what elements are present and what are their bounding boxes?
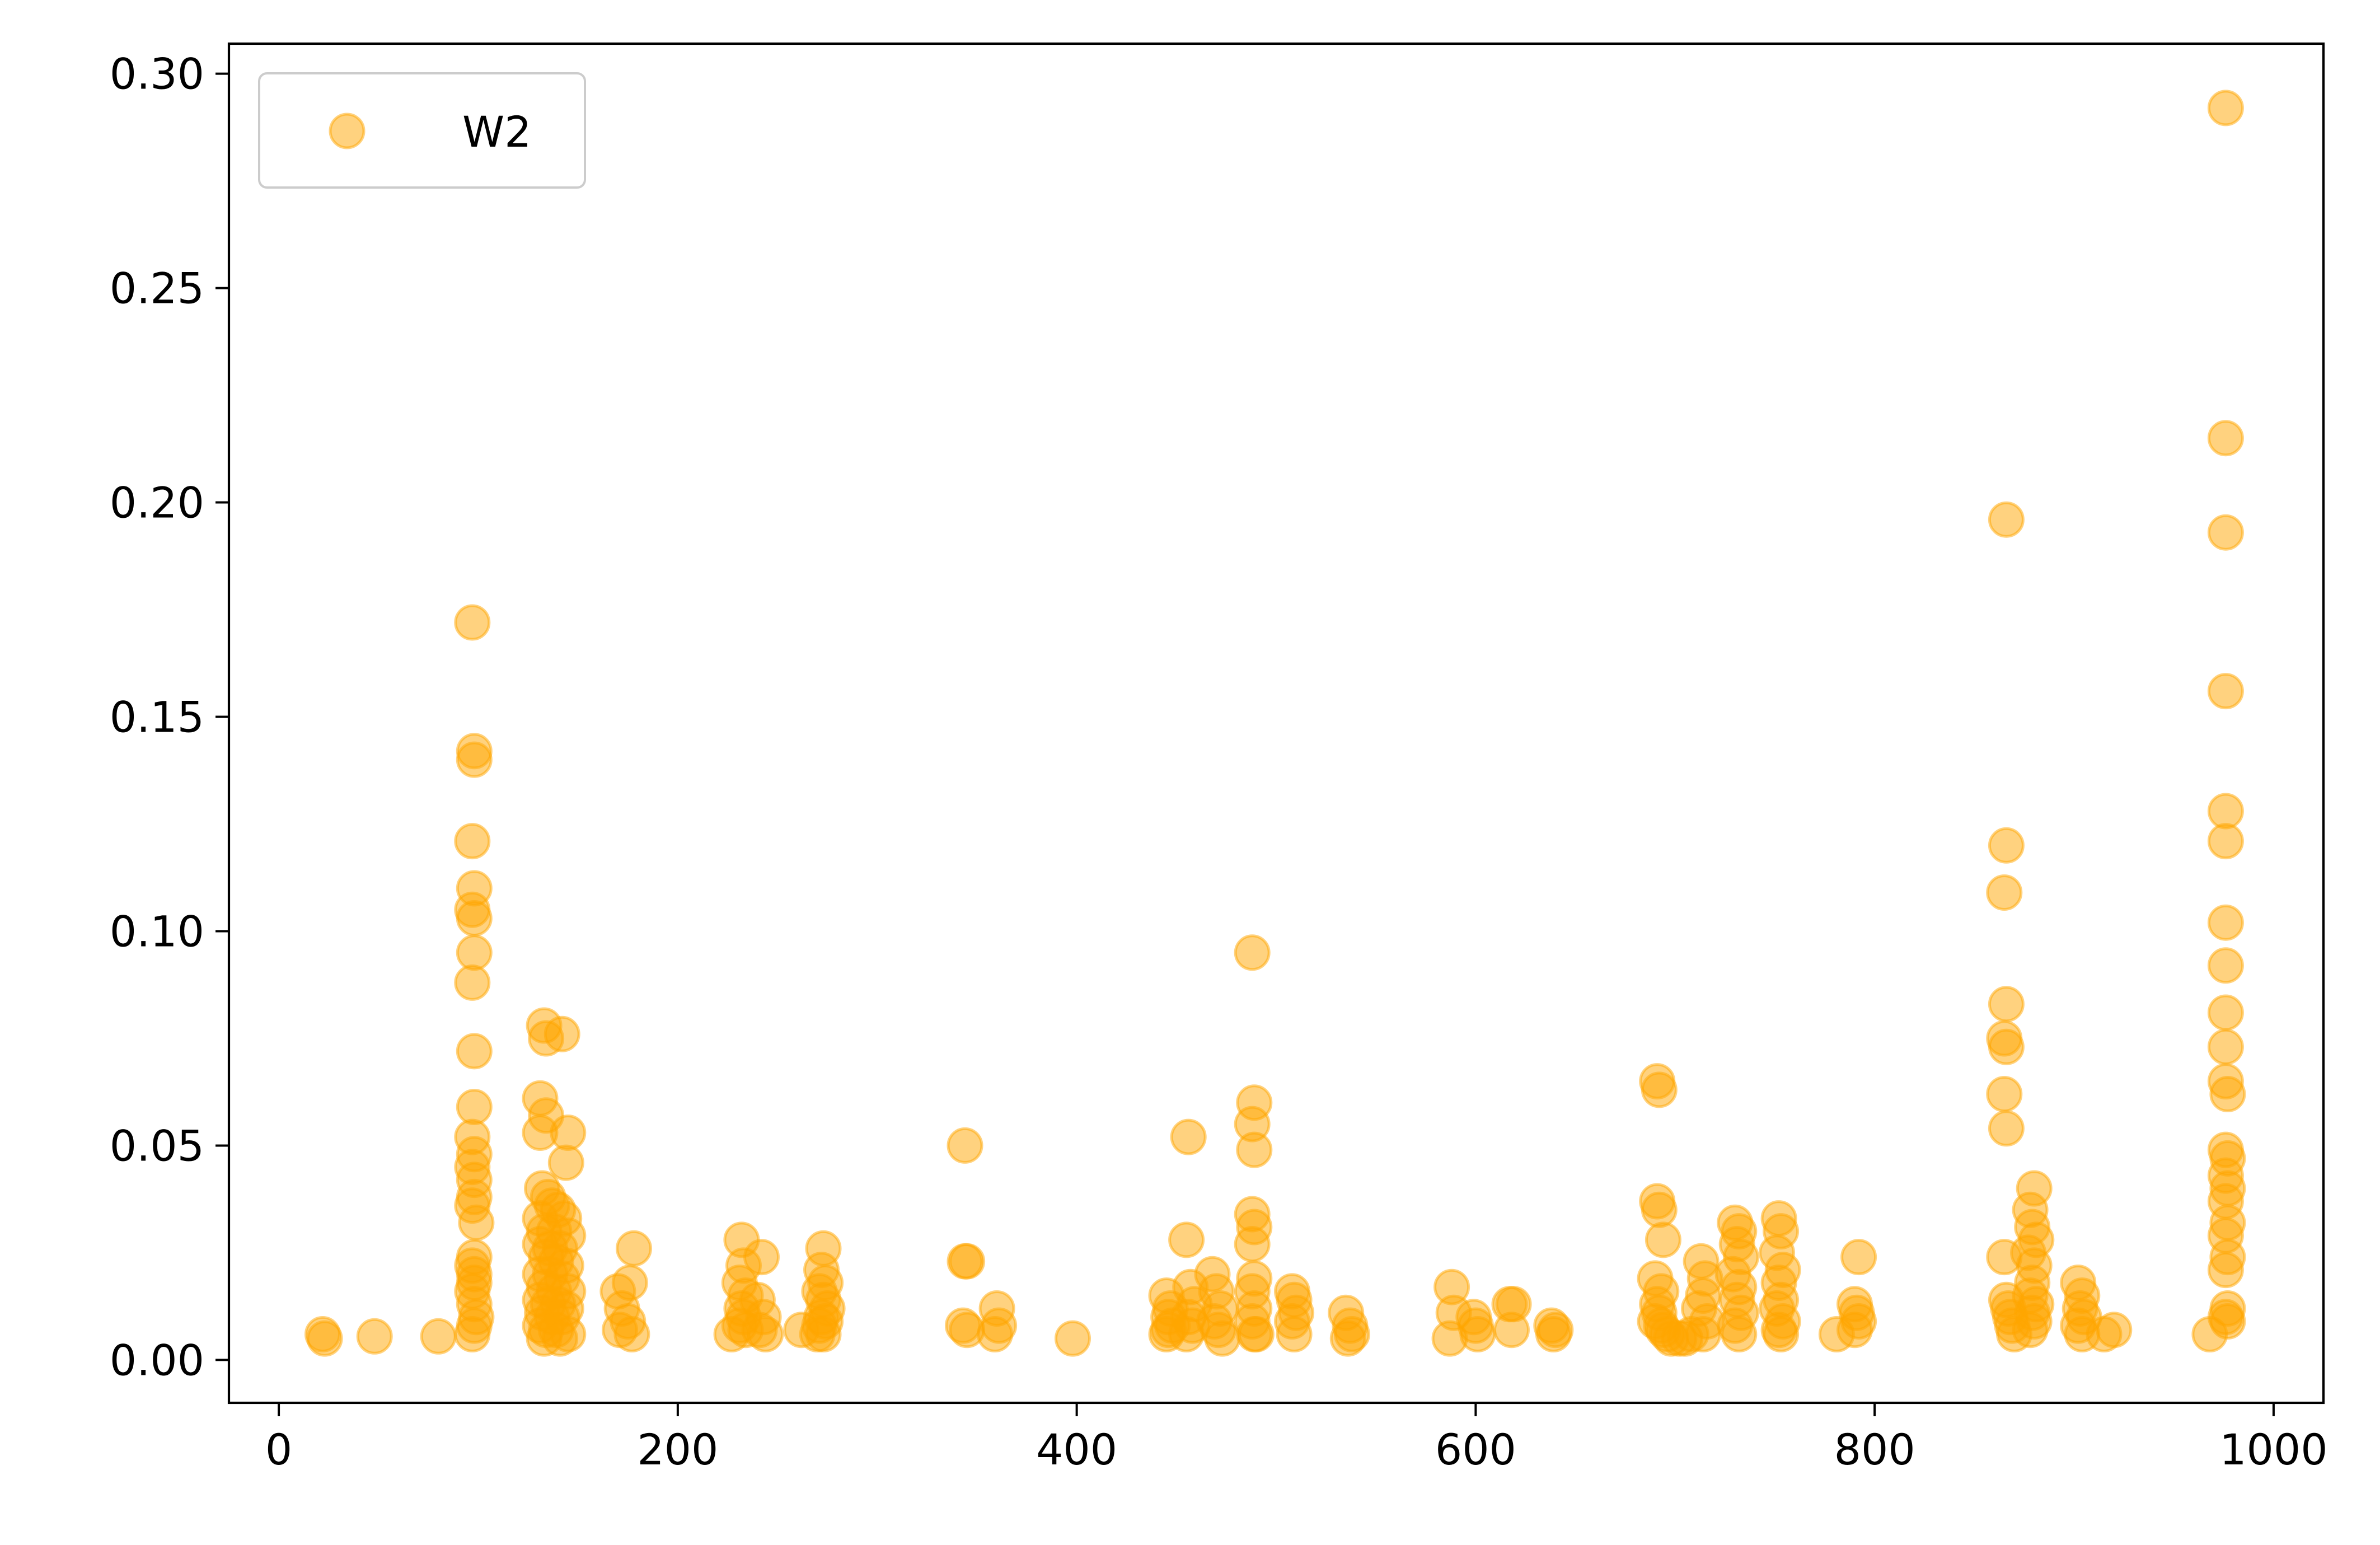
data-point xyxy=(1645,1221,1681,1258)
legend-marker-w2 xyxy=(329,113,366,149)
x-axis: 0 200 400 600 800 1000 xyxy=(265,1403,2328,1474)
data-point xyxy=(1234,1226,1271,1263)
data-point xyxy=(1168,1221,1205,1258)
data-point xyxy=(306,1320,343,1357)
data-point xyxy=(420,1318,457,1355)
data-point xyxy=(1988,501,2025,538)
data-point xyxy=(747,1316,784,1352)
data-point xyxy=(2207,1028,2244,1065)
data-point xyxy=(1685,1316,1722,1352)
x-tick-label: 800 xyxy=(1834,1425,1915,1474)
data-point xyxy=(2209,1303,2246,1340)
legend-label-w2: W2 xyxy=(462,107,532,157)
data-points xyxy=(304,90,2246,1357)
data-point xyxy=(542,1320,579,1357)
y-tick-label: 0.30 xyxy=(110,49,204,99)
data-point xyxy=(2207,823,2244,860)
data-point xyxy=(2207,793,2244,830)
y-tick-label: 0.20 xyxy=(110,478,204,528)
data-point xyxy=(1721,1316,1758,1352)
data-point xyxy=(947,1127,983,1164)
data-point xyxy=(2207,947,2244,984)
data-point xyxy=(1234,934,1271,971)
y-tick-label: 0.25 xyxy=(110,264,204,313)
data-point xyxy=(2209,1076,2246,1112)
data-point xyxy=(356,1318,393,1355)
data-point xyxy=(547,1144,584,1181)
data-point xyxy=(1329,1320,1366,1357)
data-point xyxy=(1641,1191,1678,1228)
data-point xyxy=(456,934,493,971)
y-tick-label: 0.10 xyxy=(110,906,204,956)
y-tick-label: 0.15 xyxy=(110,692,204,742)
data-point xyxy=(949,1243,986,1280)
data-point xyxy=(1763,1316,1800,1352)
data-point xyxy=(2096,1312,2133,1349)
data-point xyxy=(1170,1118,1207,1155)
data-point xyxy=(1276,1316,1313,1352)
data-point xyxy=(1493,1312,1530,1349)
y-tick-label: 0.05 xyxy=(110,1121,204,1171)
legend-box xyxy=(258,72,586,189)
data-point xyxy=(1641,1071,1678,1108)
data-point xyxy=(456,900,493,937)
data-point xyxy=(2207,1252,2244,1289)
data-point xyxy=(2012,1312,2049,1349)
data-point xyxy=(454,823,491,860)
data-point xyxy=(799,1316,836,1352)
data-point xyxy=(544,1015,580,1052)
data-point xyxy=(454,604,491,641)
x-tick-label: 600 xyxy=(1435,1425,1516,1474)
data-point xyxy=(458,1204,495,1241)
data-point xyxy=(1459,1316,1496,1352)
data-point xyxy=(616,1230,652,1267)
data-point xyxy=(454,964,491,1001)
x-tick-label: 0 xyxy=(265,1425,292,1474)
data-point xyxy=(1988,986,2025,1023)
data-point xyxy=(2207,90,2244,127)
data-point xyxy=(456,1089,493,1125)
x-tick-label: 200 xyxy=(637,1425,718,1474)
data-point xyxy=(1238,1316,1275,1352)
plot-frame xyxy=(227,42,2325,1404)
data-point xyxy=(2207,994,2244,1031)
data-point xyxy=(743,1239,780,1276)
data-point xyxy=(2207,673,2244,710)
data-point xyxy=(550,1115,587,1151)
legend: W2 xyxy=(258,72,586,189)
data-point xyxy=(2207,420,2244,457)
data-point xyxy=(456,1033,493,1070)
y-axis: 0.00 0.05 0.10 0.15 0.20 0.25 0.30 xyxy=(110,49,229,1385)
data-point xyxy=(2207,904,2244,941)
data-point xyxy=(977,1316,1013,1352)
data-point xyxy=(1055,1320,1091,1357)
data-point xyxy=(1988,1028,2025,1065)
data-point xyxy=(1236,1131,1273,1168)
x-tick-label: 1000 xyxy=(2219,1425,2327,1474)
x-tick-label: 400 xyxy=(1036,1425,1117,1474)
data-point xyxy=(1204,1320,1241,1357)
data-point xyxy=(1988,1110,2025,1147)
data-point xyxy=(1988,827,2025,864)
data-point xyxy=(1986,1076,2023,1112)
data-point xyxy=(613,1316,650,1352)
data-point xyxy=(1535,1316,1572,1352)
y-tick-label: 0.00 xyxy=(110,1335,204,1385)
data-point xyxy=(1986,874,2023,911)
data-point xyxy=(454,1316,491,1352)
data-point xyxy=(2207,514,2244,551)
data-point xyxy=(456,741,493,778)
data-point xyxy=(1840,1239,1877,1276)
data-point xyxy=(1836,1312,1873,1349)
